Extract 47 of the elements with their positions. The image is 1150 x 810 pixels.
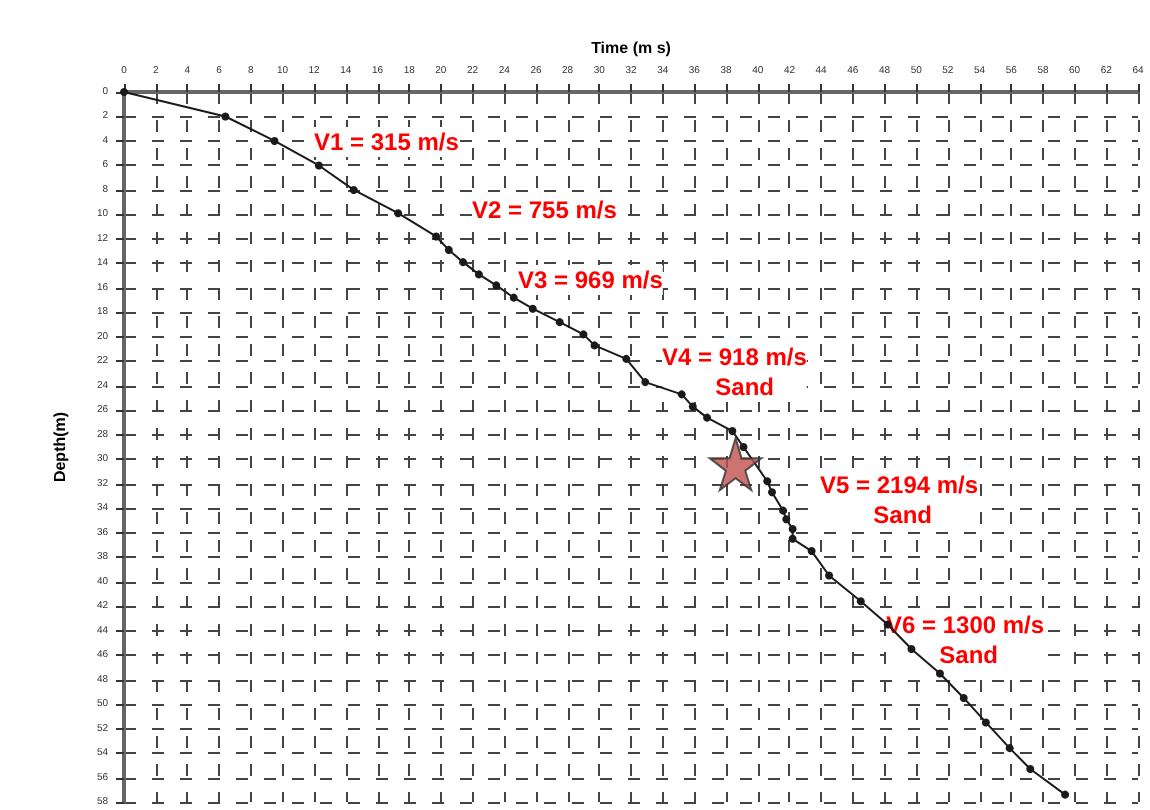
point	[641, 378, 650, 387]
point	[444, 245, 453, 254]
annotation: V1 = 315 m/s	[314, 128, 460, 156]
point	[1061, 790, 1070, 799]
annotation: V2 = 755 m/s	[472, 196, 618, 224]
point	[856, 597, 865, 606]
annotation: V3 = 969 m/s	[518, 266, 664, 294]
point	[221, 112, 230, 121]
point	[492, 281, 501, 290]
annotation: V5 = 2194 m/s Sand	[820, 471, 979, 529]
point	[728, 427, 737, 436]
y-axis-title: Depth(m)	[51, 411, 69, 483]
point	[688, 402, 697, 411]
annotation: V4 = 918 m/s Sand	[662, 343, 808, 401]
point	[270, 136, 279, 145]
point	[708, 437, 763, 492]
point	[432, 232, 441, 241]
point	[622, 354, 631, 363]
point	[935, 669, 944, 678]
point	[459, 258, 468, 267]
point	[788, 525, 797, 534]
point	[590, 341, 599, 350]
point	[528, 304, 537, 313]
point	[981, 718, 990, 727]
point	[739, 443, 748, 451]
point	[677, 390, 686, 399]
point	[555, 318, 564, 327]
point	[825, 571, 834, 580]
point	[474, 270, 483, 279]
point	[349, 185, 358, 194]
point	[782, 515, 791, 524]
point	[768, 488, 777, 497]
point	[959, 693, 968, 702]
point	[1026, 764, 1035, 773]
point	[779, 506, 788, 515]
point	[703, 413, 712, 422]
point	[807, 547, 816, 556]
point	[579, 330, 588, 339]
point	[509, 293, 518, 302]
point	[394, 209, 403, 218]
point	[120, 88, 128, 96]
point	[1005, 744, 1014, 753]
point	[314, 161, 323, 170]
point	[788, 534, 797, 543]
x-axis-title: Time (m s)	[591, 39, 672, 58]
point	[907, 644, 916, 653]
point	[763, 477, 772, 486]
